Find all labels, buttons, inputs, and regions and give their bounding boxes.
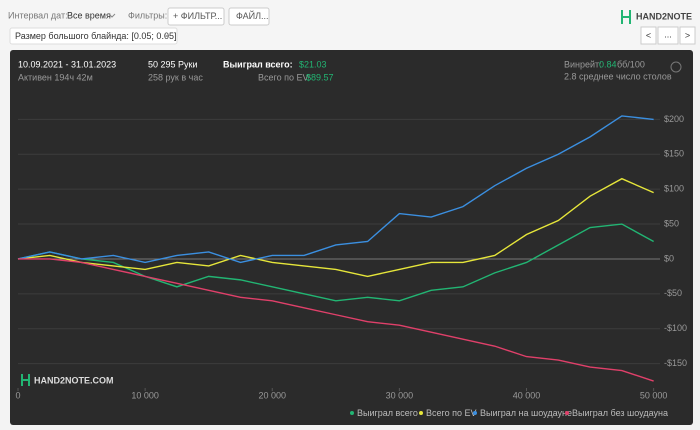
legend-label: Выиграл на шоудауне <box>480 408 572 418</box>
date-value[interactable]: Все время <box>67 10 111 20</box>
chip-close[interactable]: × <box>164 31 169 41</box>
watermark: HAND2NOTE.COM <box>34 375 114 385</box>
dates: 10.09.2021 - 31.01.2023 <box>18 59 116 69</box>
date-label: Интервал дат: <box>8 10 68 20</box>
y-tick-label: -$100 <box>664 323 687 333</box>
won-label: Выиграл всего: <box>223 59 293 69</box>
legend-label: Выиграл всего <box>357 408 418 418</box>
x-tick-label: 30 000 <box>386 390 414 400</box>
hands-per-hour: 258 рук в час <box>148 72 203 82</box>
ev-label: Всего по EV: <box>258 72 311 82</box>
x-tick-label: 40 000 <box>513 390 541 400</box>
winrate-unit: бб/100 <box>617 59 645 69</box>
y-tick-label: -$50 <box>664 288 682 298</box>
filters-label: Фильтры: <box>128 10 167 20</box>
winrate-value: 0.84 <box>599 59 617 69</box>
x-tick-label: 20 000 <box>258 390 286 400</box>
filter-button-text: + ФИЛЬТР... <box>173 11 222 21</box>
watermark-icon <box>21 374 30 386</box>
nav-more-text: ... <box>664 29 672 39</box>
nav-more[interactable] <box>657 26 679 45</box>
x-tick-label: 10 000 <box>131 390 159 400</box>
won-value: $21.03 <box>299 59 327 69</box>
y-tick-label: $200 <box>664 114 684 124</box>
nav-prev-text: < <box>646 30 651 40</box>
nav-next[interactable] <box>679 26 696 45</box>
legend-label: Всего по EV <box>426 408 476 418</box>
x-tick-label: 0 <box>15 390 20 400</box>
series-line <box>18 258 654 382</box>
legend-marker <box>419 411 423 415</box>
y-tick-label: -$150 <box>664 358 687 368</box>
winrate-label: Винрейт: <box>564 59 602 69</box>
y-tick-label: $0 <box>664 253 674 263</box>
legend-marker <box>473 411 477 415</box>
file-button[interactable] <box>228 7 270 26</box>
y-tick-label: $150 <box>664 149 684 159</box>
legend-label: Выиграл без шоудауна <box>572 408 668 418</box>
hands: 50 295 Руки <box>148 59 198 69</box>
filter-chip[interactable] <box>9 27 178 45</box>
logo: HAND2NOTE <box>636 11 692 21</box>
dropdown-arrow <box>108 13 116 18</box>
plot: -$150 -$100 -$50 $0 $50 $100 $150 $200 0 10 000 20… <box>15 114 687 418</box>
filter-button[interactable] <box>167 7 225 26</box>
series-line <box>17 177 654 278</box>
settings-icon[interactable] <box>670 61 682 73</box>
filter-chip-text: Размер большого блайнда: [0.05; 0.05] <box>15 31 176 41</box>
chart-panel <box>10 50 693 425</box>
x-tick-label: 50 000 <box>640 390 668 400</box>
nav-prev[interactable] <box>640 26 657 45</box>
legend-marker <box>565 411 569 415</box>
legend-marker <box>350 411 354 415</box>
series-line <box>17 115 654 264</box>
ev-value: $89.57 <box>306 72 334 82</box>
logo-icon <box>621 10 631 24</box>
tables: 2.8 среднее число столов <box>564 71 672 81</box>
active: Активен 194ч 42м <box>18 72 93 82</box>
nav-next-text: > <box>685 30 690 40</box>
y-tick-label: $50 <box>664 218 679 228</box>
file-button-text: ФАЙЛ... <box>236 10 269 21</box>
y-tick-label: $100 <box>664 184 684 194</box>
